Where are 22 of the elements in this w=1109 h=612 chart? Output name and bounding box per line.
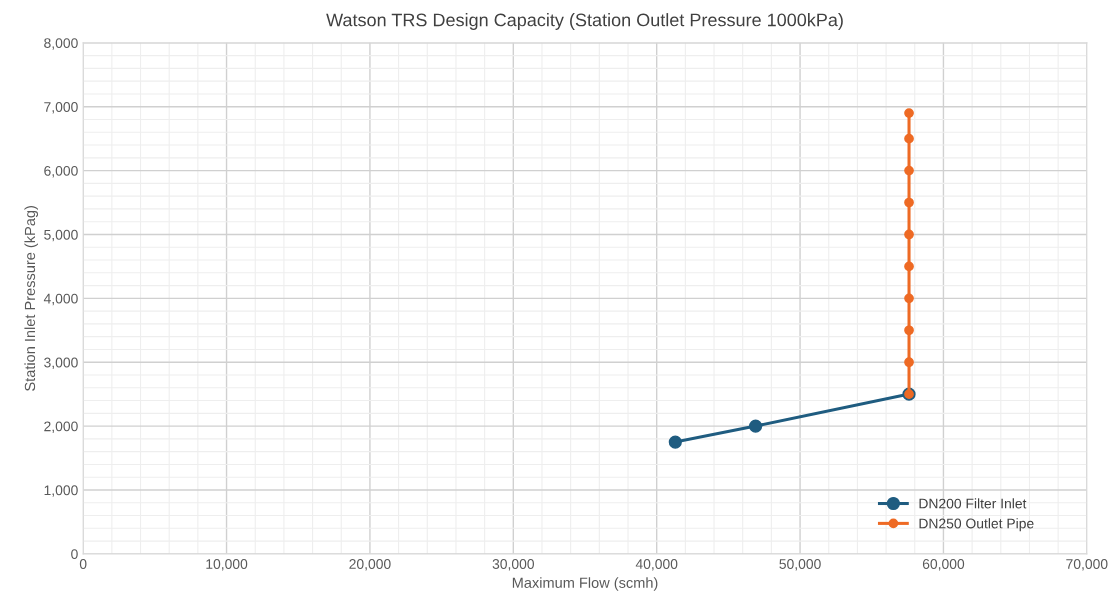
x-tick-label: 0	[79, 559, 87, 569]
legend-label: DN250 Outlet Pipe	[919, 518, 1034, 532]
legend-label: DN200 Filter Inlet	[919, 498, 1027, 509]
x-tick-label: 10,000	[206, 559, 248, 571]
x-tick-label: 50,000	[779, 559, 821, 571]
y-tick-label: 7,000	[44, 102, 78, 114]
y-tick-label: 6,000	[44, 165, 78, 178]
chart-title: Watson TRS Design Capacity (Station Outlet Pressure 1000kPa)	[326, 13, 843, 30]
x-tick-label: 30,000	[492, 559, 535, 571]
x-tick-label: 60,000	[922, 559, 965, 571]
x-axis-title: Maximum Flow (scmh)	[512, 577, 658, 591]
y-tick-label: 2,000	[44, 421, 78, 433]
x-tick-label: 40,000	[635, 559, 678, 571]
y-tick-label: 3,000	[44, 357, 78, 370]
y-tick-label: 8,000	[44, 38, 78, 50]
x-tick-label: 70,000	[1066, 559, 1108, 571]
y-tick-label: 5,000	[44, 229, 78, 242]
x-tick-label: 20,000	[349, 559, 391, 571]
y-axis-title: Station Inlet Pressure (kPag)	[24, 206, 39, 391]
y-tick-label: 0	[71, 549, 78, 560]
y-tick-label: 1,000	[44, 485, 78, 497]
y-tick-label: 4,000	[43, 293, 78, 306]
